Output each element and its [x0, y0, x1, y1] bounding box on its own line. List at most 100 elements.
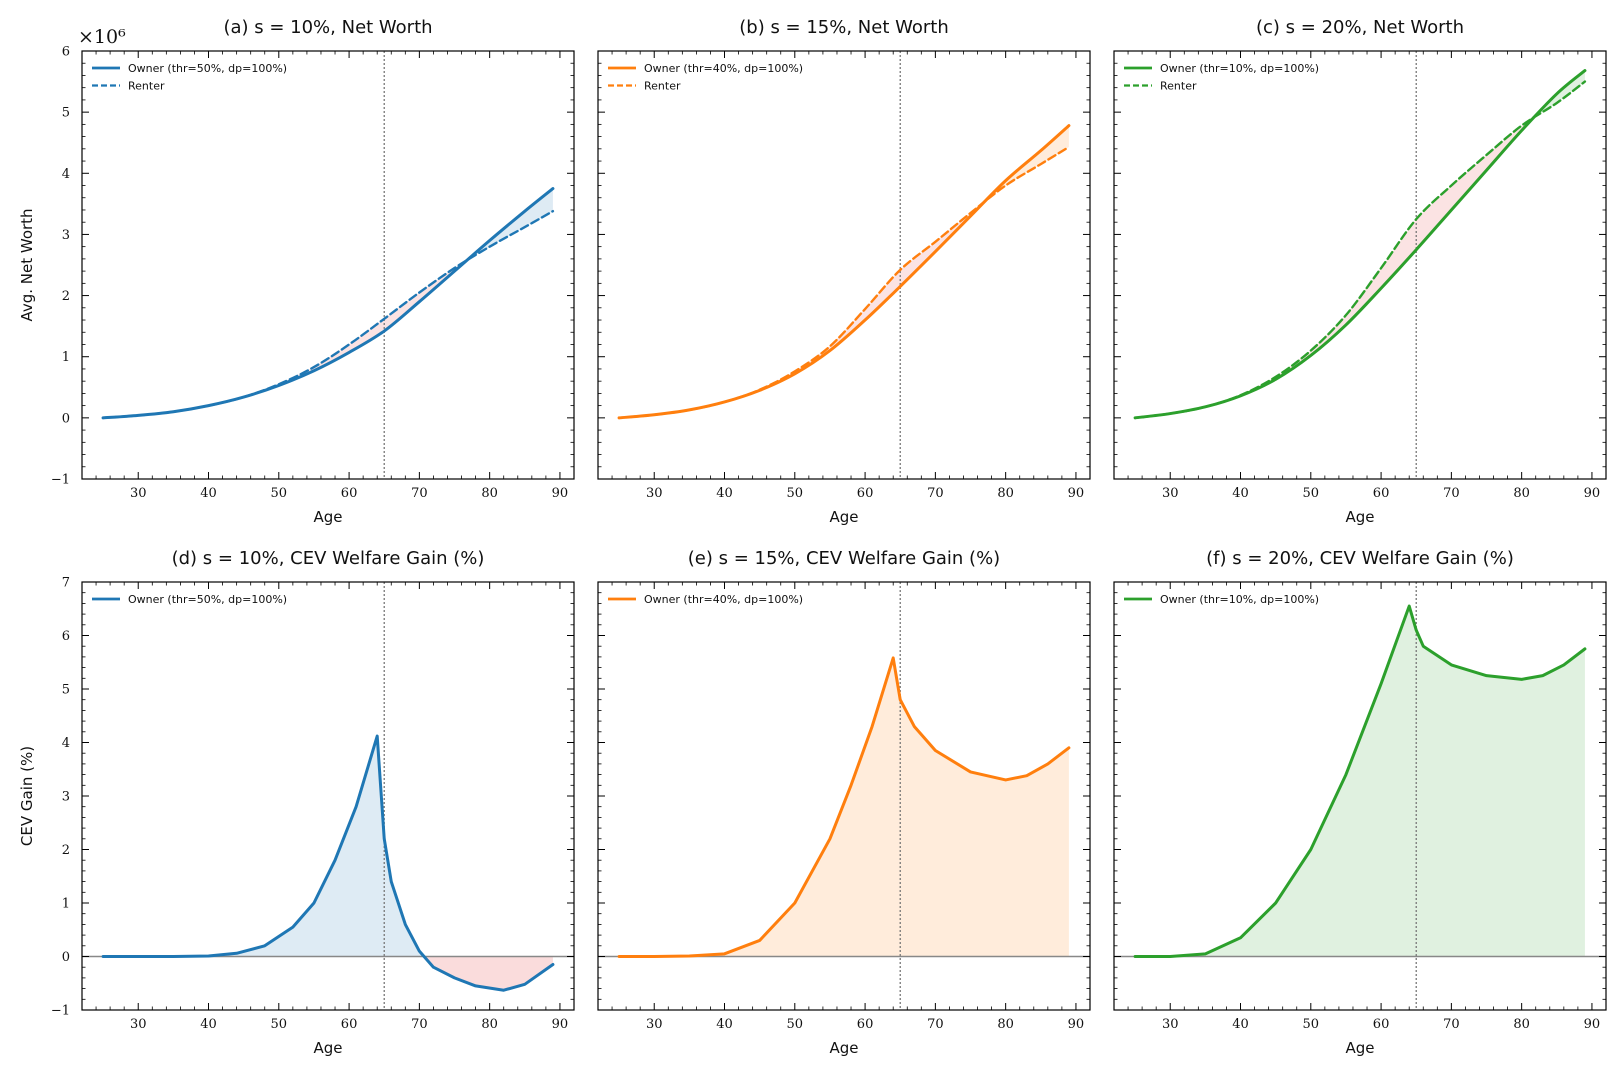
ticks: 30 40 50 60 70 80 90 −1 0 1 2 3 4 5 6 7	[51, 576, 575, 1032]
panel-title: (c) s = 20%, Net Worth	[1256, 17, 1464, 38]
x-tick-label: 40	[200, 1017, 217, 1032]
y-tick-label: 0	[62, 950, 70, 965]
y-tick-label: 2	[62, 289, 70, 304]
loss-area	[423, 956, 553, 991]
x-tick-label: 80	[1513, 486, 1530, 501]
x-tick-label: 60	[341, 486, 358, 501]
y-tick-label: 6	[62, 45, 70, 60]
panel-c: 30 40 50 60 70 80 90 (c) s = 20%, Net Worth Age O…	[1113, 17, 1607, 526]
series-line-owner	[1133, 604, 1587, 958]
legend: Owner (thr=40%, dp=100%)	[608, 593, 803, 606]
x-tick-label: 40	[716, 486, 733, 501]
x-tick-label: 60	[1373, 1017, 1390, 1032]
plot-area	[598, 582, 1090, 1010]
x-tick-label: 90	[1068, 486, 1085, 501]
y-multiplier: ×10⁶	[78, 26, 126, 48]
axes-frame	[597, 50, 1091, 480]
panel-title: (b) s = 15%, Net Worth	[739, 17, 949, 38]
panel-title: (a) s = 10%, Net Worth	[223, 17, 432, 38]
legend-label: Owner (thr=50%, dp=100%)	[128, 593, 287, 606]
y-axis-label: Avg. Net Worth	[18, 208, 36, 321]
panel-d: 30 40 50 60 70 80 90 −1 0 1 2 3 4 5 6 7 (d) s = 10%, CEV…	[18, 548, 575, 1057]
y-tick-label: 4	[62, 736, 70, 751]
x-tick-label: 40	[716, 1017, 733, 1032]
legend: Owner (thr=40%, dp=100%) Renter	[608, 62, 803, 93]
legend: Owner (thr=50%, dp=100%) Renter	[92, 62, 287, 93]
y-tick-label: 1	[62, 350, 70, 365]
y-tick-label: 5	[62, 106, 70, 121]
y-tick-label: 7	[62, 576, 70, 591]
x-tick-label: 50	[271, 486, 288, 501]
x-tick-label: 70	[927, 486, 944, 501]
x-axis-label: Age	[313, 1039, 342, 1057]
gain-area	[103, 740, 424, 957]
plot-area	[101, 51, 555, 479]
axes-frame	[1113, 50, 1607, 480]
x-tick-label: 30	[130, 1017, 147, 1032]
x-tick-label: 80	[997, 1017, 1014, 1032]
x-tick-label: 70	[411, 486, 428, 501]
ticks: 30 40 50 60 70 80 90	[597, 50, 1091, 501]
y-tick-label: 2	[62, 843, 70, 858]
plot-area	[617, 51, 1071, 479]
panel-title: (e) s = 15%, CEV Welfare Gain (%)	[688, 548, 1000, 569]
x-tick-label: 30	[646, 486, 663, 501]
panel-title: (d) s = 10%, CEV Welfare Gain (%)	[172, 548, 485, 569]
series-line-owner	[1133, 69, 1587, 420]
series-line-renter	[1133, 80, 1587, 420]
x-tick-label: 80	[1513, 1017, 1530, 1032]
x-tick-label: 50	[787, 486, 804, 501]
x-axis-label: Age	[1345, 508, 1374, 526]
legend: Owner (thr=50%, dp=100%)	[92, 593, 287, 606]
x-tick-label: 60	[1373, 486, 1390, 501]
x-tick-label: 30	[1162, 486, 1179, 501]
gain-shade	[1135, 70, 1585, 418]
loss-shade	[242, 261, 466, 398]
y-axis-label: CEV Gain (%)	[18, 746, 36, 846]
legend-label: Owner (thr=50%, dp=100%)	[128, 62, 287, 75]
x-tick-label: 70	[1443, 486, 1460, 501]
x-tick-label: 80	[997, 486, 1014, 501]
ticks: 30 40 50 60 70 80 90 −1 0 1 2 3 4 5 6	[51, 45, 575, 501]
panel-e: 30 40 50 60 70 80 90 (e) s = 15%, CEV Welfare G…	[597, 548, 1091, 1057]
panel-f: 30 40 50 60 70 80 90 (f) s = 20%, CEV Welfare G…	[1113, 548, 1607, 1057]
gain-shade	[103, 188, 553, 418]
x-tick-label: 30	[1162, 1017, 1179, 1032]
y-tick-label: −1	[51, 1004, 70, 1019]
x-tick-label: 30	[130, 486, 147, 501]
x-tick-label: 50	[787, 1017, 804, 1032]
x-axis-label: Age	[829, 508, 858, 526]
x-tick-label: 30	[646, 1017, 663, 1032]
gain-area	[1135, 607, 1585, 957]
x-tick-label: 80	[481, 1017, 498, 1032]
legend-label: Owner (thr=10%, dp=100%)	[1160, 593, 1319, 606]
y-tick-label: 6	[62, 629, 70, 644]
x-axis-label: Age	[1345, 1039, 1374, 1057]
legend-label: Owner (thr=10%, dp=100%)	[1160, 62, 1319, 75]
series-line-owner	[101, 734, 555, 992]
x-tick-label: 50	[1303, 486, 1320, 501]
legend: Owner (thr=10%, dp=100%)	[1124, 593, 1319, 606]
series-line-owner	[617, 124, 1071, 420]
x-tick-label: 70	[411, 1017, 428, 1032]
legend-label: Owner (thr=40%, dp=100%)	[644, 593, 803, 606]
panel-a: 30 40 50 60 70 80 90 −1 0 1 2 3 4 5 6 (a) s = 10%, Net …	[18, 17, 575, 526]
series-line-owner	[617, 656, 1071, 958]
y-tick-label: 4	[62, 167, 70, 182]
x-tick-label: 60	[857, 486, 874, 501]
axes-frame	[81, 50, 575, 480]
x-tick-label: 90	[552, 486, 569, 501]
x-tick-label: 60	[341, 1017, 358, 1032]
x-tick-label: 40	[200, 486, 217, 501]
ticks: 30 40 50 60 70 80 90	[1113, 581, 1607, 1032]
y-tick-label: 3	[62, 790, 70, 805]
y-tick-label: 1	[62, 897, 70, 912]
x-tick-label: 90	[1584, 486, 1601, 501]
legend-label: Renter	[644, 80, 681, 93]
legend-label: Owner (thr=40%, dp=100%)	[644, 62, 803, 75]
x-tick-label: 80	[481, 486, 498, 501]
plot-area	[1133, 51, 1587, 479]
legend: Owner (thr=10%, dp=100%) Renter	[1124, 62, 1319, 93]
y-tick-label: 0	[62, 411, 70, 426]
